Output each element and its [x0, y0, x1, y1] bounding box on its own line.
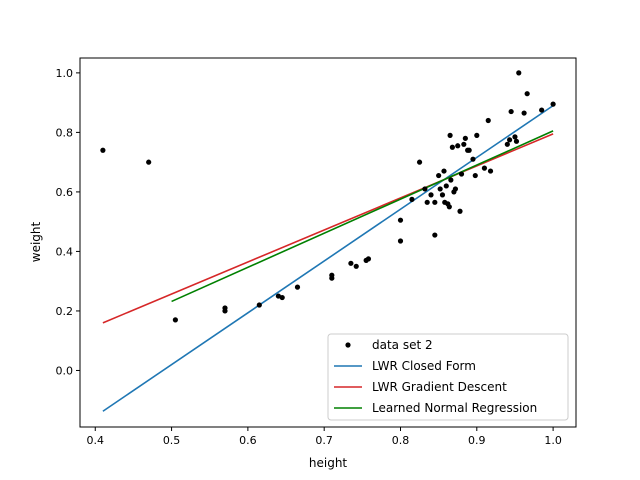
- y-tick-label: 1.0: [56, 67, 74, 80]
- data-point: [353, 263, 359, 269]
- y-axis-ticks: 0.0 0.2 0.4 0.6 0.8 1.0: [56, 67, 80, 377]
- data-point: [294, 284, 301, 290]
- y-tick-label: 0.0: [56, 364, 74, 377]
- data-point: [462, 135, 468, 141]
- data-point: [487, 168, 494, 174]
- data-point: [397, 238, 404, 244]
- data-point: [448, 177, 454, 183]
- data-point: [539, 107, 545, 113]
- y-tick-label: 0.4: [56, 245, 74, 258]
- data-point: [521, 110, 527, 116]
- x-tick-label: 0.5: [163, 434, 181, 447]
- data-point: [146, 159, 152, 165]
- data-point: [550, 101, 556, 107]
- x-tick-label: 0.7: [315, 434, 333, 447]
- x-axis-label: height: [309, 456, 348, 470]
- data-point: [516, 70, 522, 76]
- data-point: [416, 159, 423, 165]
- series-line-2: [171, 130, 554, 303]
- data-point: [466, 147, 472, 153]
- x-tick-label: 0.6: [239, 434, 257, 447]
- legend-marker: [345, 342, 351, 348]
- data-point: [256, 302, 262, 308]
- legend-label: Learned Normal Regression: [372, 401, 537, 415]
- scatter-points: [100, 70, 556, 323]
- data-point: [279, 294, 285, 301]
- data-point: [452, 186, 459, 192]
- y-tick-label: 0.2: [56, 305, 74, 318]
- data-point: [329, 272, 335, 278]
- regression-lines: [102, 104, 554, 412]
- data-point: [409, 196, 415, 202]
- data-point: [512, 134, 518, 140]
- data-point: [524, 91, 530, 97]
- data-point: [348, 260, 354, 266]
- data-point: [513, 138, 520, 144]
- data-point: [428, 192, 434, 198]
- x-tick-label: 0.8: [392, 434, 410, 447]
- legend-label: LWR Gradient Descent: [372, 380, 507, 394]
- data-point: [504, 141, 510, 147]
- data-point: [507, 137, 513, 143]
- data-point: [443, 183, 449, 189]
- legend-label: LWR Closed Form: [372, 359, 476, 373]
- data-point: [461, 141, 467, 147]
- data-point: [432, 199, 438, 205]
- data-point: [474, 132, 480, 138]
- data-point: [422, 186, 428, 192]
- data-point: [397, 217, 404, 223]
- data-point: [446, 204, 452, 210]
- data-point: [222, 308, 228, 314]
- y-axis-label: weight: [29, 221, 43, 262]
- data-point: [172, 317, 178, 323]
- x-tick-label: 0.9: [468, 434, 486, 447]
- data-point: [485, 117, 491, 124]
- legend-label: data set 2: [372, 338, 433, 352]
- y-tick-label: 0.8: [56, 126, 74, 139]
- x-axis-ticks: 0.4 0.5 0.6 0.7 0.8 0.9 1.0: [87, 427, 562, 447]
- x-tick-label: 1.0: [544, 434, 562, 447]
- plot-area-frame: [79, 57, 577, 428]
- y-tick-label: 0.6: [56, 186, 74, 199]
- data-point: [508, 108, 514, 115]
- data-point: [447, 132, 453, 138]
- data-point: [472, 172, 478, 179]
- series-line-0: [102, 104, 554, 412]
- x-tick-label: 0.4: [87, 434, 105, 447]
- data-point: [470, 156, 476, 162]
- data-point: [455, 143, 461, 149]
- data-point: [439, 192, 446, 198]
- data-point: [436, 172, 442, 179]
- data-point: [441, 168, 447, 174]
- legend: data set 2 LWR Closed Form LWR Gradient De…: [327, 333, 569, 421]
- data-point: [437, 186, 443, 192]
- data-point: [449, 144, 455, 150]
- data-point: [100, 147, 106, 153]
- data-point: [457, 208, 463, 214]
- data-point: [432, 232, 438, 238]
- data-point: [481, 165, 488, 171]
- data-point: [424, 199, 430, 205]
- series-line-1: [102, 133, 554, 324]
- legend-box: [327, 333, 569, 421]
- data-point: [458, 171, 465, 177]
- data-point: [365, 256, 372, 262]
